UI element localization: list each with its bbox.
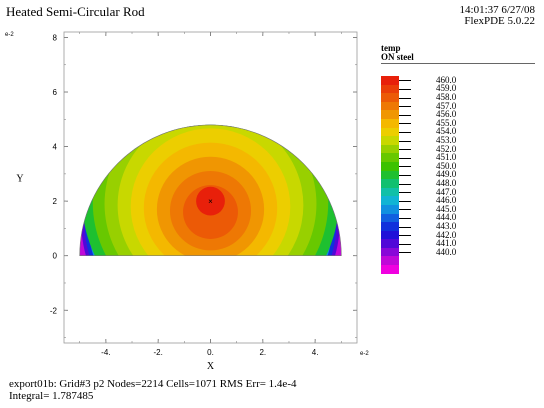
legend-level-label: 458.0 <box>436 92 457 102</box>
legend-level-label: 452.0 <box>436 143 457 154</box>
legend-swatch <box>381 76 399 85</box>
legend-swatch <box>381 239 399 248</box>
legend-level-label: 457.0 <box>436 100 457 111</box>
timestamp: 14:01:37 6/27/08 <box>459 4 535 16</box>
legend-level-label: 447.0 <box>436 186 457 197</box>
legend-swatch <box>381 187 399 197</box>
legend-swatch <box>381 230 399 240</box>
grid-stats: export01b: Grid#3 p2 Nodes=2214 Cells=10… <box>9 378 297 390</box>
legend-swatch <box>381 93 399 102</box>
legend-level-label: 440.0 <box>436 246 457 257</box>
legend-tick <box>399 200 411 202</box>
legend-level-label: 449.0 <box>436 169 457 180</box>
y-tick-label: 2 <box>53 197 58 206</box>
y-tick-label: 6 <box>53 88 58 97</box>
x-scale-note: e-2 <box>360 351 369 357</box>
x-tick-label: 2. <box>259 348 266 357</box>
legend-swatch <box>381 153 399 162</box>
legend-swatch <box>381 161 399 171</box>
legend-tick <box>399 166 411 168</box>
legend-tick <box>399 157 411 159</box>
legend-tick <box>399 106 411 108</box>
y-axis-label: Y <box>16 174 23 185</box>
legend-tick <box>399 217 411 219</box>
legend-level-label: 460.0 <box>436 74 457 85</box>
legend-swatch <box>381 101 399 111</box>
legend-swatch <box>381 110 399 119</box>
legend-tick <box>399 114 411 116</box>
legend-tick <box>399 140 411 142</box>
hot-spot-marker: × <box>208 197 213 206</box>
product-version: FlexPDE 5.0.22 <box>464 15 535 27</box>
legend-tick <box>399 192 411 194</box>
legend-swatch <box>381 196 399 205</box>
legend-level-label: 455.0 <box>436 117 457 128</box>
legend-tick <box>399 174 411 176</box>
plot-title: Heated Semi-Circular Rod <box>6 4 145 19</box>
legend-tick <box>399 97 411 99</box>
integral-value: Integral= 1.787485 <box>9 390 94 402</box>
legend-tick <box>399 209 411 211</box>
legend-level-label: 453.0 <box>436 135 457 145</box>
contour-bands <box>79 124 342 256</box>
legend-level-label: 459.0 <box>436 83 457 94</box>
legend-tick <box>399 80 411 82</box>
legend-swatch <box>381 84 399 94</box>
legend-swatch <box>381 127 399 137</box>
legend-level-label: 456.0 <box>436 109 457 120</box>
x-tick-label: 0. <box>207 348 214 357</box>
legend-swatch <box>381 222 399 231</box>
legend-level-label: 446.0 <box>436 195 457 206</box>
legend-swatch <box>381 144 399 154</box>
legend-tick <box>399 131 411 133</box>
x-tick-label: -4. <box>101 348 110 357</box>
legend-level-label: 442.0 <box>436 229 457 240</box>
legend-swatch <box>381 247 399 257</box>
legend-divider <box>381 63 535 64</box>
legend-level-label: 450.0 <box>436 160 457 171</box>
contour-band <box>196 186 225 216</box>
legend-tick <box>399 183 411 185</box>
x-tick-label: 4. <box>312 348 319 357</box>
legend-swatch <box>381 213 399 223</box>
legend-level-label: 441.0 <box>436 238 457 249</box>
legend-swatch <box>381 204 399 214</box>
legend-tick <box>399 149 411 151</box>
legend-swatch <box>381 265 399 274</box>
legend-tick <box>399 235 411 237</box>
legend-level-label: 448.0 <box>436 178 457 188</box>
legend-level-label: 445.0 <box>436 203 457 214</box>
legend-level-label: 451.0 <box>436 152 457 163</box>
legend-tick <box>399 123 411 125</box>
legend-level-label: 454.0 <box>436 126 457 137</box>
legend-tick <box>399 88 411 90</box>
legend-region: ON steel <box>381 52 414 62</box>
legend-color-bar <box>381 76 399 274</box>
legend-swatch <box>381 118 399 128</box>
y-tick-label: 0 <box>53 252 58 261</box>
legend-swatch <box>381 179 399 188</box>
legend-level-label: 444.0 <box>436 212 457 223</box>
legend-swatch <box>381 170 399 180</box>
y-tick-label: 4 <box>53 143 58 152</box>
x-axis-label: X <box>207 361 215 372</box>
legend-tick <box>399 226 411 228</box>
legend-swatch <box>381 256 399 266</box>
legend-tick <box>399 252 411 254</box>
y-tick-label: 8 <box>53 33 58 42</box>
legend-level-label: 443.0 <box>436 221 457 231</box>
legend-tick <box>399 243 411 245</box>
y-tick-label: -2 <box>50 306 58 315</box>
legend-swatch <box>381 136 399 145</box>
x-tick-label: -2. <box>154 348 163 357</box>
legend-variable: temp <box>381 43 401 53</box>
y-scale-note: e-2 <box>5 32 14 38</box>
